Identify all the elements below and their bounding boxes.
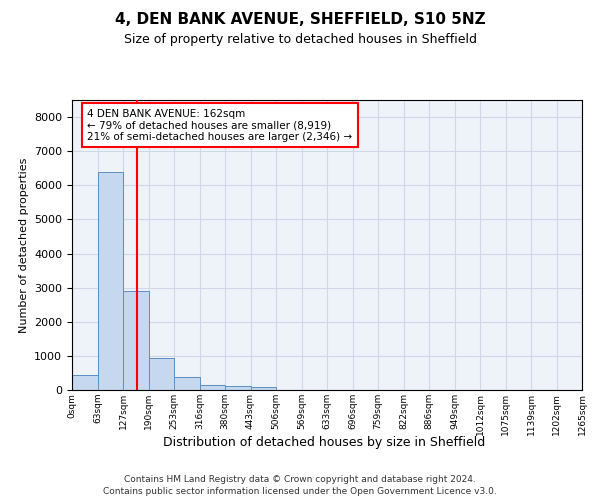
Text: 4 DEN BANK AVENUE: 162sqm
← 79% of detached houses are smaller (8,919)
21% of se: 4 DEN BANK AVENUE: 162sqm ← 79% of detac… <box>88 108 352 142</box>
Bar <box>174 377 199 390</box>
Bar <box>225 386 251 390</box>
Text: Size of property relative to detached houses in Sheffield: Size of property relative to detached ho… <box>124 32 476 46</box>
Bar <box>199 385 225 390</box>
Bar <box>149 358 174 390</box>
Bar <box>123 291 149 390</box>
Text: Distribution of detached houses by size in Sheffield: Distribution of detached houses by size … <box>163 436 485 449</box>
Text: 4, DEN BANK AVENUE, SHEFFIELD, S10 5NZ: 4, DEN BANK AVENUE, SHEFFIELD, S10 5NZ <box>115 12 485 28</box>
Text: Contains HM Land Registry data © Crown copyright and database right 2024.: Contains HM Land Registry data © Crown c… <box>124 475 476 484</box>
Bar <box>97 172 123 390</box>
Text: Contains public sector information licensed under the Open Government Licence v3: Contains public sector information licen… <box>103 487 497 496</box>
Bar <box>251 388 276 390</box>
Bar <box>72 374 97 390</box>
Y-axis label: Number of detached properties: Number of detached properties <box>19 158 29 332</box>
